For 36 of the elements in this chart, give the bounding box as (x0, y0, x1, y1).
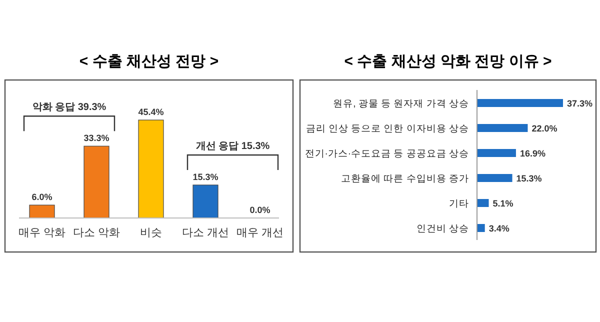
x-tick-label: 다소 개선 (182, 227, 230, 239)
data-label: 6.0% (32, 192, 52, 202)
bar (138, 120, 164, 218)
chart-title: < 수출 채산성 악화 전망 이유 > (344, 53, 552, 70)
bar (29, 204, 55, 218)
bar (477, 149, 516, 157)
data-label: 15.3% (516, 174, 542, 184)
bar (477, 199, 489, 207)
bar (84, 146, 110, 218)
bar (477, 174, 512, 182)
data-label: 37.3% (567, 98, 593, 108)
annotation: 개선 응답 15.3% (196, 140, 270, 152)
bar (477, 224, 485, 232)
data-label: 0.0% (250, 205, 270, 215)
x-tick-label: 다소 악화 (72, 227, 120, 239)
y-tick-label: 전기·가스·수도요금 등 공공요금 상승 (304, 148, 469, 160)
data-label: 5.1% (492, 198, 514, 208)
data-label: 22.0% (532, 124, 558, 134)
data-label: 15.3% (192, 172, 218, 182)
bar (477, 124, 528, 132)
bar (192, 184, 218, 218)
y-tick-label: 인건비 상승 (416, 224, 469, 234)
x-tick-label: 비슷 (140, 227, 162, 239)
chart-title: < 수출 채산성 전망 > (79, 53, 219, 70)
y-tick-label: 기타 (449, 198, 469, 210)
y-tick-label: 고환율에 따른 수입비용 증가 (341, 174, 469, 184)
y-tick-label: 금리 인상 등으로 인한 이자비용 상승 (306, 124, 469, 134)
bar (477, 99, 563, 107)
data-label: 33.3% (84, 133, 110, 144)
text: 악화 응답 39.3% (32, 102, 106, 114)
x-tick-label: 매우 악화 (18, 227, 66, 239)
data-label: 3.4% (488, 224, 510, 234)
data-label: 16.9% (520, 148, 546, 158)
x-tick-label: 매우 개선 (236, 227, 284, 239)
data-label: 45.4% (138, 107, 164, 117)
y-tick-label: 원유, 광물 등 원자재 가격 상승 (333, 98, 469, 110)
